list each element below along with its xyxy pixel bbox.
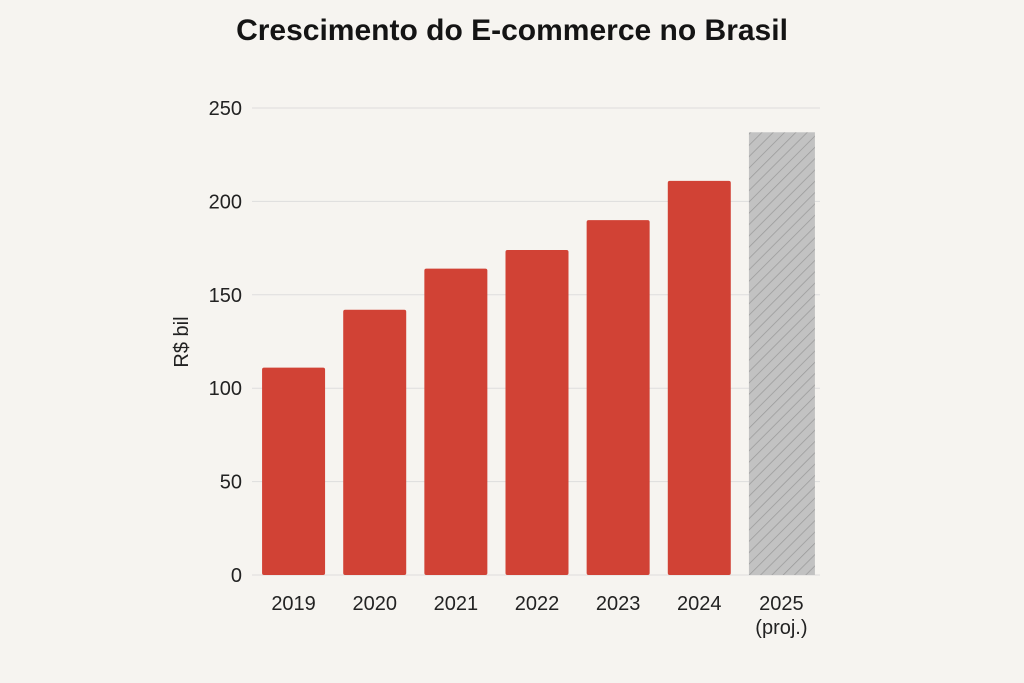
chart-title: Crescimento do E-commerce no Brasil bbox=[236, 14, 788, 47]
bar bbox=[667, 180, 731, 576]
y-tick-label: 50 bbox=[220, 472, 242, 494]
bar bbox=[424, 268, 488, 575]
y-tick-label: 0 bbox=[231, 565, 242, 587]
x-tick-label: 2021 bbox=[434, 593, 479, 615]
bar-projected bbox=[748, 132, 815, 575]
x-tick-label: 2025 (proj.) bbox=[755, 593, 807, 639]
x-tick-label: 2022 bbox=[515, 593, 560, 615]
y-tick-label: 250 bbox=[209, 98, 242, 120]
y-axis-label: R$ bil bbox=[171, 316, 193, 367]
x-tick-label: 2019 bbox=[271, 593, 316, 615]
y-tick-label: 100 bbox=[209, 378, 242, 400]
y-tick-label: 150 bbox=[209, 285, 242, 307]
bar bbox=[505, 249, 569, 575]
y-tick-label: 200 bbox=[209, 191, 242, 213]
x-tick-label: 2023 bbox=[596, 593, 641, 615]
bar bbox=[343, 309, 407, 575]
bar bbox=[586, 220, 650, 575]
x-tick-label: 2020 bbox=[352, 593, 397, 615]
x-tick-label: 2024 bbox=[677, 593, 722, 615]
bar bbox=[262, 367, 326, 575]
